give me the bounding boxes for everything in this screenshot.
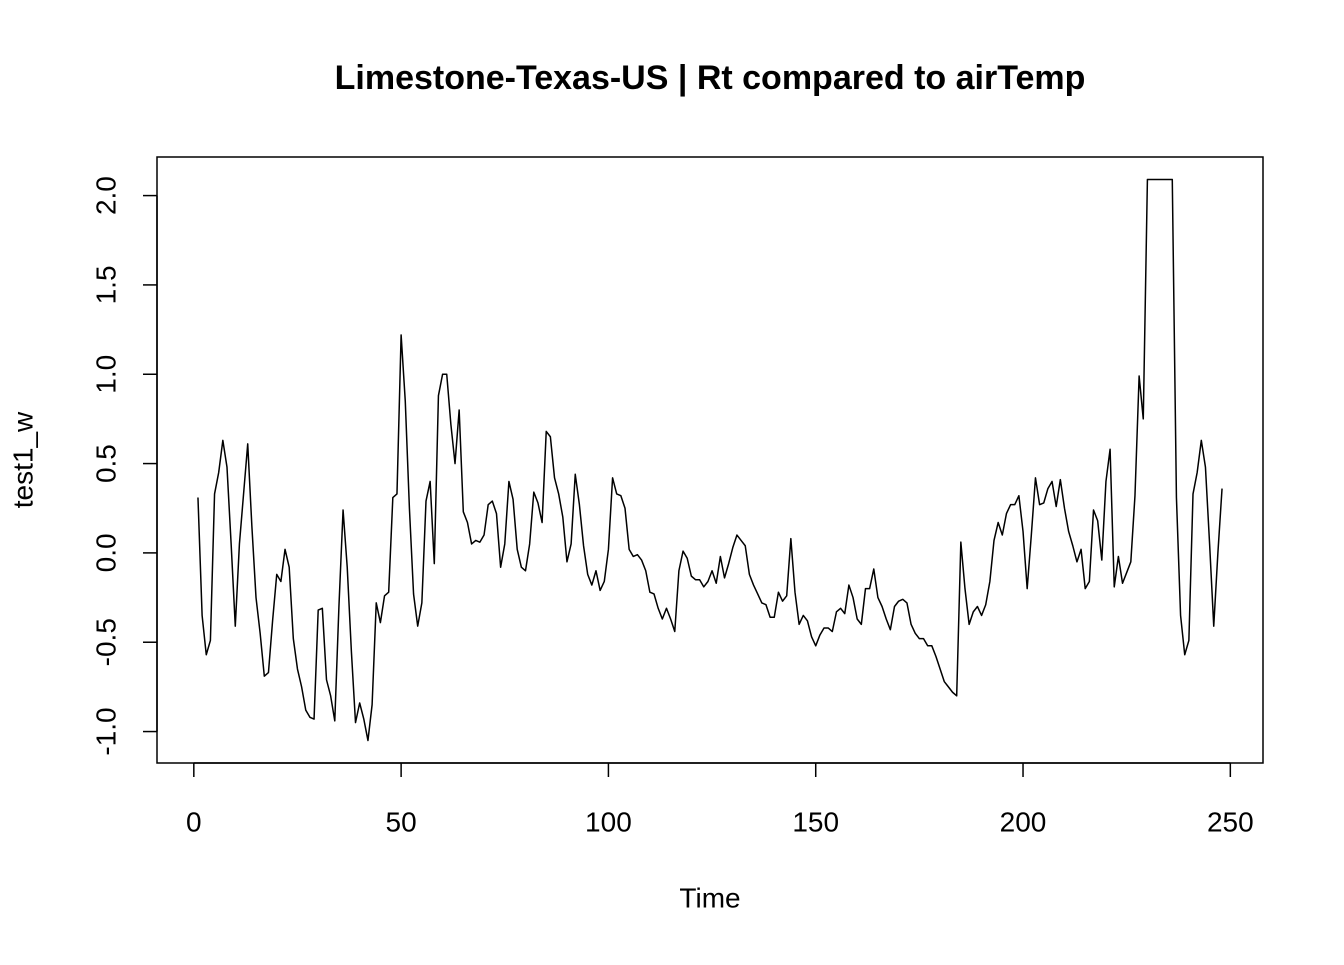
x-tick-label: 0 (186, 806, 202, 837)
x-axis-label: Time (679, 882, 740, 913)
x-tick-label: 150 (792, 806, 839, 837)
y-tick-label: 1.0 (90, 355, 121, 394)
y-tick-label: 1.5 (90, 265, 121, 304)
data-line (197, 178, 1223, 742)
y-tick-label: -1.0 (90, 707, 121, 755)
y-tick-label: 2.0 (90, 176, 121, 215)
x-tick-label: 100 (585, 806, 632, 837)
y-tick-label: 0.0 (90, 533, 121, 572)
y-tick-label: -0.5 (90, 618, 121, 666)
y-axis-label: test1_w (7, 411, 38, 508)
x-tick-label: 50 (386, 806, 417, 837)
chart-title: Limestone-Texas-US | Rt compared to airT… (335, 59, 1086, 97)
x-tick-label: 250 (1207, 806, 1254, 837)
x-tick-label: 200 (1000, 806, 1047, 837)
y-tick-label: 0.5 (90, 444, 121, 483)
